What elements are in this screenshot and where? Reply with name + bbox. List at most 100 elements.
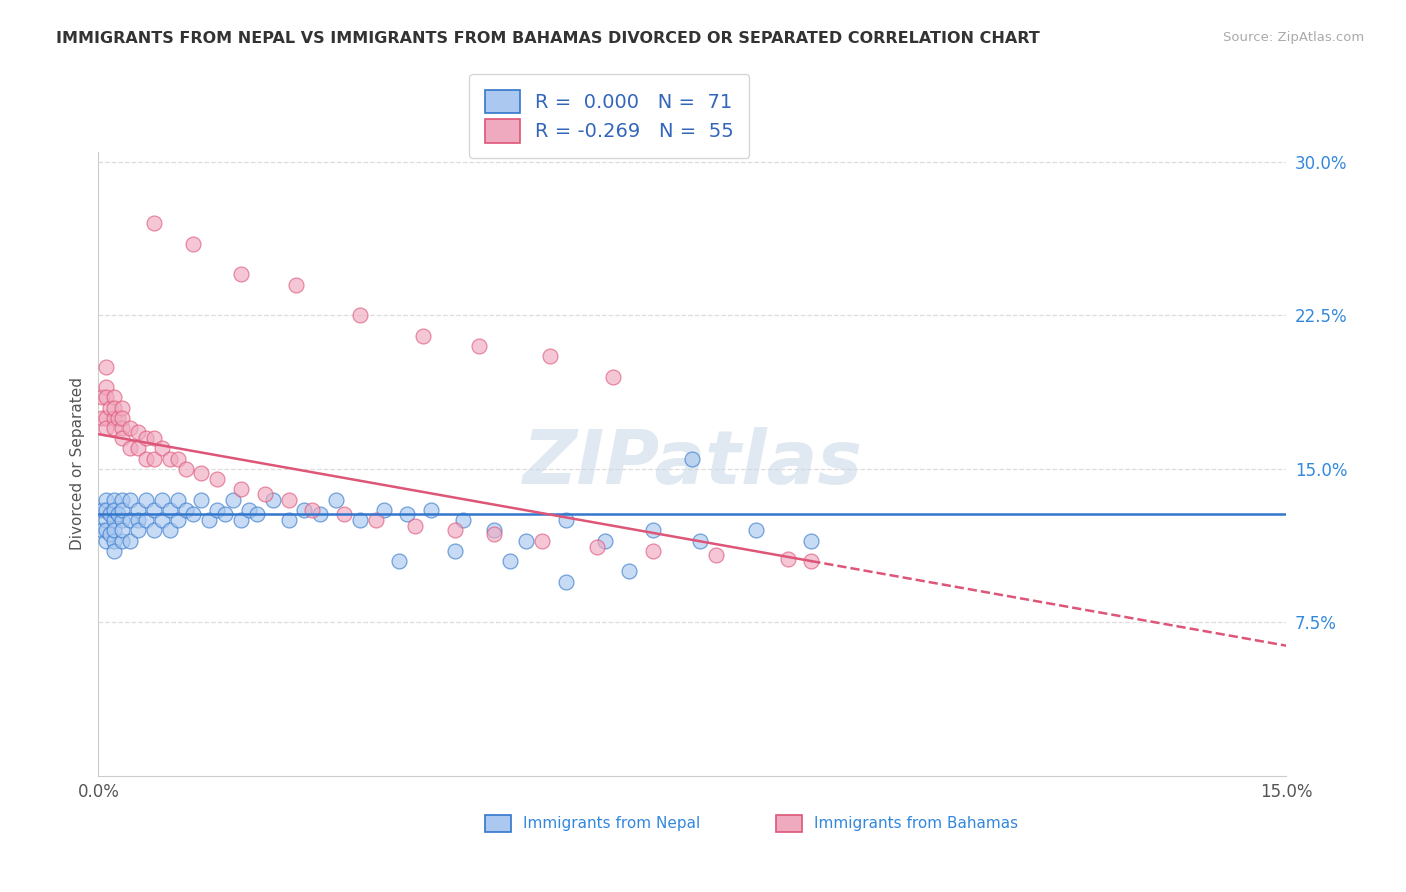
Point [538,350,561,364]
Point [150,492,173,507]
Point [554,574,576,589]
Point [396,507,419,521]
Point [120,421,142,435]
Point [111,533,134,548]
Point [444,524,467,538]
Point [135,492,157,507]
Point [277,513,299,527]
Point [96,421,118,435]
Point [451,513,474,527]
Point [166,451,188,466]
Point [91,524,114,538]
Point [135,431,157,445]
Point [96,390,118,404]
Point [229,483,252,497]
Point [333,507,356,521]
Point [111,513,134,527]
Point [515,533,537,548]
Text: Source: ZipAtlas.com: Source: ZipAtlas.com [1223,31,1364,45]
Point [120,492,142,507]
Point [103,533,125,548]
Point [190,466,212,480]
Point [586,540,609,554]
Point [238,503,260,517]
Point [103,401,125,415]
Point [554,513,576,527]
Point [120,513,142,527]
Point [444,544,467,558]
Point [530,533,553,548]
Point [373,503,395,517]
Point [617,564,640,578]
Point [420,503,443,517]
Point [98,401,121,415]
Point [207,503,229,517]
Point [142,216,165,230]
Point [800,533,823,548]
Point [682,451,704,466]
FancyBboxPatch shape [776,814,801,832]
Point [602,369,624,384]
Point [111,421,134,435]
Point [166,492,188,507]
Point [388,554,411,568]
Point [207,472,229,486]
Point [159,451,181,466]
Point [111,431,134,445]
Point [103,503,125,517]
Point [103,524,125,538]
Point [107,507,129,521]
Point [96,524,118,538]
Point [135,451,157,466]
Point [96,410,118,425]
Point [142,524,165,538]
Point [325,492,347,507]
Point [127,524,149,538]
Point [277,492,299,507]
Point [704,548,727,562]
Point [253,486,276,500]
Point [183,236,205,251]
Point [484,527,506,541]
Point [689,533,711,548]
Point [214,507,236,521]
Point [183,507,205,521]
Point [364,513,387,527]
Point [641,524,664,538]
Point [103,544,125,558]
Point [499,554,522,568]
Point [103,390,125,404]
Point [222,492,245,507]
Point [98,507,121,521]
Point [800,554,823,568]
Point [96,359,118,374]
Point [412,329,434,343]
FancyBboxPatch shape [485,814,510,832]
Point [127,503,149,517]
Text: ZIPatlas: ZIPatlas [523,427,862,500]
Point [96,513,118,527]
Point [641,544,664,558]
Point [107,410,129,425]
Point [285,277,308,292]
Point [246,507,269,521]
Point [135,513,157,527]
Point [111,401,134,415]
Point [91,410,114,425]
Point [262,492,284,507]
Point [404,519,426,533]
Text: Immigrants from Bahamas: Immigrants from Bahamas [814,816,1018,831]
Point [103,421,125,435]
Point [127,442,149,456]
Point [174,503,197,517]
Point [301,503,323,517]
Point [166,513,188,527]
Point [103,410,125,425]
Point [595,533,617,548]
Point [98,527,121,541]
Point [127,425,149,439]
Point [484,524,506,538]
Point [190,492,212,507]
Legend: R =  0.000   N =  71, R = -0.269   N =  55: R = 0.000 N = 71, R = -0.269 N = 55 [470,74,749,159]
Point [174,462,197,476]
